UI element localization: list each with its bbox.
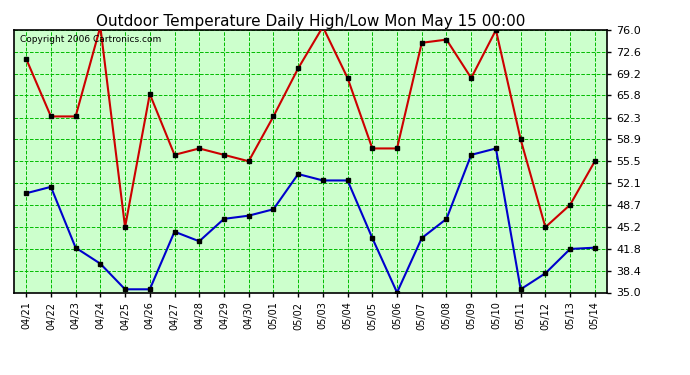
Text: Copyright 2006 Cartronics.com: Copyright 2006 Cartronics.com bbox=[20, 35, 161, 44]
Title: Outdoor Temperature Daily High/Low Mon May 15 00:00: Outdoor Temperature Daily High/Low Mon M… bbox=[96, 14, 525, 29]
